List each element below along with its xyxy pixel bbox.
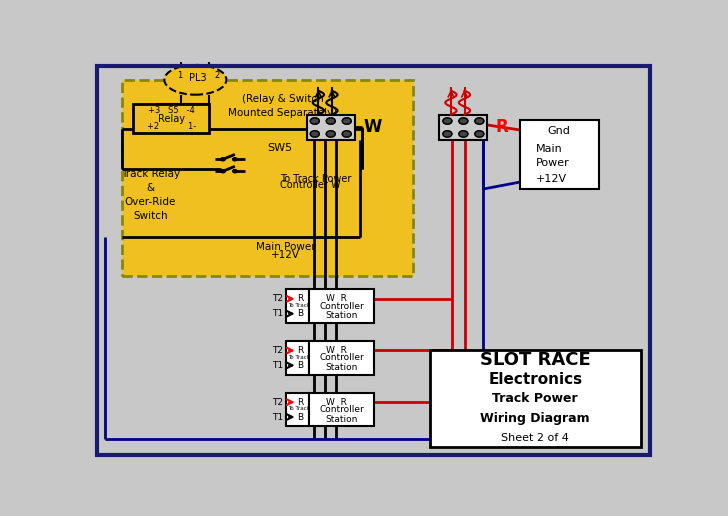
Circle shape bbox=[443, 131, 452, 137]
Circle shape bbox=[342, 131, 352, 137]
Text: B: B bbox=[297, 412, 303, 422]
Circle shape bbox=[459, 131, 468, 137]
Text: +2           1-: +2 1- bbox=[147, 122, 196, 132]
Circle shape bbox=[221, 158, 225, 161]
Text: PL3: PL3 bbox=[189, 73, 207, 83]
Text: Electronics: Electronics bbox=[488, 372, 582, 386]
Bar bbox=[285, 289, 309, 323]
Text: Controller: Controller bbox=[320, 405, 364, 414]
Circle shape bbox=[310, 118, 320, 124]
Bar bbox=[285, 341, 309, 375]
Text: W  R: W R bbox=[325, 294, 347, 303]
Text: B: B bbox=[297, 309, 303, 318]
Circle shape bbox=[459, 118, 468, 124]
Text: 1: 1 bbox=[177, 71, 182, 79]
Bar bbox=[285, 393, 309, 426]
Text: Track Power: Track Power bbox=[493, 392, 578, 405]
Text: T1: T1 bbox=[272, 412, 282, 422]
Circle shape bbox=[310, 131, 320, 137]
Text: Sheet 2 of 4: Sheet 2 of 4 bbox=[502, 432, 569, 443]
Text: SLOT RACE: SLOT RACE bbox=[480, 351, 590, 369]
Text: R: R bbox=[297, 346, 303, 355]
Text: Station: Station bbox=[325, 363, 358, 372]
Text: W  R: W R bbox=[325, 398, 347, 407]
Text: To Track: To Track bbox=[288, 407, 310, 411]
Text: (Relay & Switch
Mounted Separately): (Relay & Switch Mounted Separately) bbox=[228, 93, 338, 118]
Text: Controller W: Controller W bbox=[280, 180, 341, 190]
Text: To Track: To Track bbox=[288, 303, 310, 308]
Bar bbox=[440, 115, 487, 140]
Bar bbox=[430, 350, 641, 447]
Text: B: B bbox=[297, 361, 303, 370]
Text: R: R bbox=[297, 294, 303, 303]
Circle shape bbox=[233, 158, 237, 161]
Text: W  R: W R bbox=[325, 346, 347, 355]
Bar bbox=[133, 104, 210, 134]
Text: R: R bbox=[496, 119, 509, 136]
Text: Relay: Relay bbox=[158, 114, 185, 123]
Circle shape bbox=[326, 118, 336, 124]
Text: Power: Power bbox=[536, 158, 569, 168]
Text: Controller: Controller bbox=[320, 302, 364, 311]
Circle shape bbox=[221, 170, 225, 173]
Text: Station: Station bbox=[325, 311, 358, 320]
Circle shape bbox=[233, 170, 237, 173]
Circle shape bbox=[342, 118, 352, 124]
Text: Station: Station bbox=[325, 414, 358, 424]
Text: Main Power: Main Power bbox=[256, 241, 315, 252]
Text: Track Relay
&
Over-Ride
Switch: Track Relay & Over-Ride Switch bbox=[121, 169, 180, 221]
Bar bbox=[306, 115, 355, 140]
Text: W: W bbox=[363, 119, 381, 136]
Bar bbox=[309, 341, 374, 375]
Text: Main: Main bbox=[536, 144, 562, 154]
Circle shape bbox=[443, 118, 452, 124]
Text: +12V: +12V bbox=[271, 250, 300, 260]
Text: +12V: +12V bbox=[536, 173, 566, 184]
Text: Controller: Controller bbox=[320, 353, 364, 362]
Circle shape bbox=[475, 118, 484, 124]
Circle shape bbox=[326, 131, 336, 137]
Text: T2: T2 bbox=[272, 346, 282, 355]
Bar bbox=[520, 120, 599, 189]
Text: SW5: SW5 bbox=[267, 143, 293, 153]
Text: T1: T1 bbox=[272, 361, 282, 370]
Bar bbox=[122, 80, 413, 277]
Ellipse shape bbox=[165, 65, 226, 95]
Text: To Track: To Track bbox=[288, 354, 310, 360]
Text: T2: T2 bbox=[272, 294, 282, 303]
Text: 2: 2 bbox=[214, 71, 219, 79]
Text: T2: T2 bbox=[272, 398, 282, 407]
Text: Wiring Diagram: Wiring Diagram bbox=[480, 412, 590, 425]
Circle shape bbox=[475, 131, 484, 137]
Bar bbox=[309, 289, 374, 323]
Text: +3   S5   -4: +3 S5 -4 bbox=[148, 106, 195, 115]
Text: T1: T1 bbox=[272, 309, 282, 318]
Text: Gnd: Gnd bbox=[547, 126, 570, 136]
Text: R: R bbox=[297, 398, 303, 407]
Bar bbox=[309, 393, 374, 426]
Text: To Track Power: To Track Power bbox=[280, 174, 352, 184]
